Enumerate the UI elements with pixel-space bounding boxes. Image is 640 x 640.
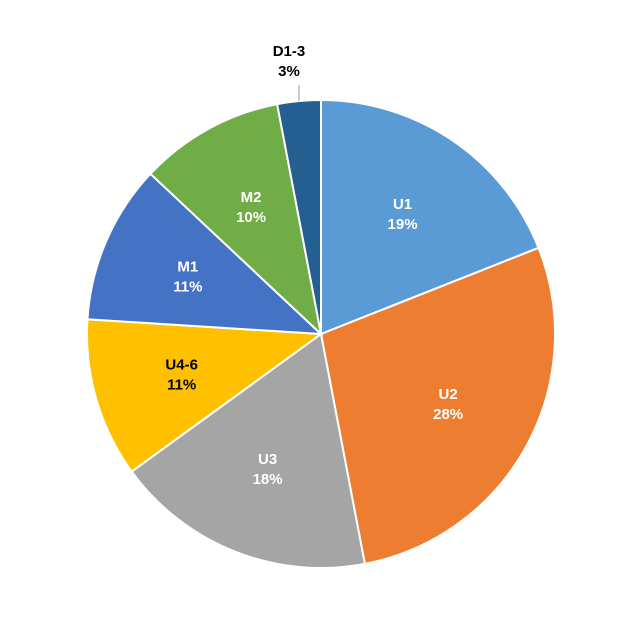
pie-slice-m2 (149, 102, 323, 337)
slice-percent-u3: 18% (253, 471, 283, 488)
slice-label-m1: M1 (177, 258, 198, 275)
slice-label-u1: U1 (393, 196, 412, 213)
slice-label-d1-3: D1-3 (273, 43, 306, 60)
pie-slice-u4-6 (86, 318, 324, 473)
slice-percent-d1-3: 3% (278, 63, 300, 80)
slice-percent-m2: 10% (236, 209, 266, 226)
slices-layer (86, 98, 556, 569)
slice-label-m2: M2 (241, 189, 262, 206)
slice-percent-m1: 11% (173, 278, 202, 295)
slice-percent-u1: 19% (388, 216, 418, 233)
labels-layer: U1 19% U2 28% U3 18% U4-6 11% M1 11% M2 10% D1-3 3% (165, 43, 463, 488)
slice-percent-u2: 28% (433, 406, 463, 423)
pie-slice-u2 (319, 246, 556, 566)
pie-slice-u3 (130, 332, 367, 569)
pie-slice-d1-3 (275, 98, 322, 335)
pie-slice-m1 (86, 172, 324, 336)
slice-percent-u4-6: 11% (167, 376, 196, 393)
slice-label-u2: U2 (439, 386, 458, 403)
slice-label-u3: U3 (258, 451, 277, 468)
pie-slice-u1 (320, 98, 540, 336)
slice-label-u4-6: U4-6 (165, 356, 198, 373)
